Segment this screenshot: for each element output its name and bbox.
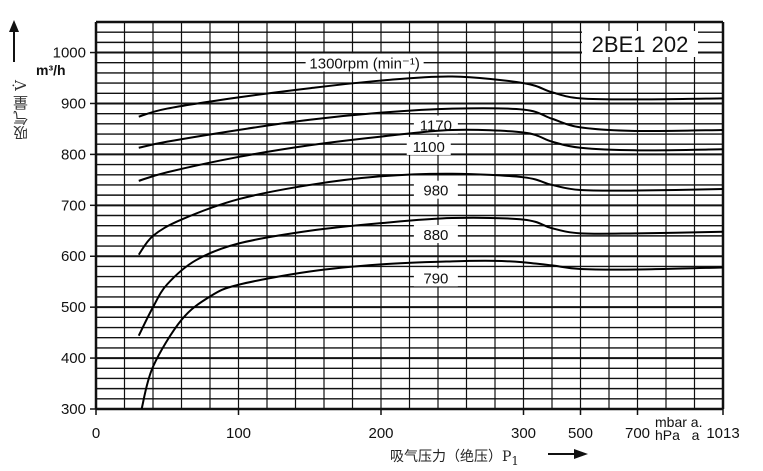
x-tick-label: 100	[226, 425, 251, 442]
x-tick-label: 700	[625, 425, 650, 442]
x-axis-arrowhead-icon	[574, 449, 588, 459]
x-tick-label: 0	[92, 425, 100, 442]
series-curve	[138, 128, 724, 182]
y-tick-label: 500	[61, 299, 86, 316]
series-label: 1100	[413, 139, 445, 156]
y-tick-label: 700	[61, 197, 86, 214]
series-label-background	[413, 115, 458, 134]
x-tick-label: 300	[511, 425, 536, 442]
chart-title: 2BE1 202	[592, 32, 689, 57]
x-axis-label-text: 吸气压力（绝压）P	[390, 449, 512, 465]
y-axis-arrowhead-icon	[9, 20, 19, 32]
series-label: 980	[423, 183, 448, 200]
y-tick-label: 600	[61, 248, 86, 265]
x-axis-label-subscript: 1	[511, 453, 519, 468]
series-curve	[138, 107, 724, 149]
series-curve	[137, 216, 724, 337]
title-background	[582, 31, 698, 57]
x-unit-bottom: hPa a	[655, 427, 700, 443]
y-tick-label: 900	[61, 95, 86, 112]
x-tick-label: 1013	[706, 425, 739, 442]
x-axis-unit: mbar a. hPa a	[655, 414, 703, 443]
y-axis-label: 吸气量 V̇	[10, 80, 31, 141]
x-unit-top: mbar a.	[655, 414, 703, 430]
series-label-background	[305, 53, 424, 72]
series-label: 880	[423, 227, 448, 244]
series-label-background	[406, 136, 451, 155]
series-label-background	[413, 180, 458, 199]
y-axis-label-text: 吸气量 V̇	[12, 80, 30, 141]
y-tick-label: 300	[61, 401, 86, 418]
series-label: 1300rpm (min⁻¹)	[309, 56, 419, 73]
series-curve	[137, 172, 724, 256]
y-tick-label: 400	[61, 350, 86, 367]
y-axis-unit: m³/h	[36, 62, 66, 78]
series-label-background	[413, 225, 458, 244]
y-tick-label: 800	[61, 146, 86, 163]
y-tick-label: 1000	[53, 45, 86, 62]
x-axis-label: 吸气压力（绝压）P1	[390, 446, 519, 468]
series-label-background	[413, 268, 458, 287]
x-tick-label: 200	[368, 425, 393, 442]
series-curve	[138, 75, 724, 118]
series-curve	[140, 259, 724, 410]
series-label: 790	[423, 270, 448, 287]
x-tick-label: 500	[568, 425, 593, 442]
